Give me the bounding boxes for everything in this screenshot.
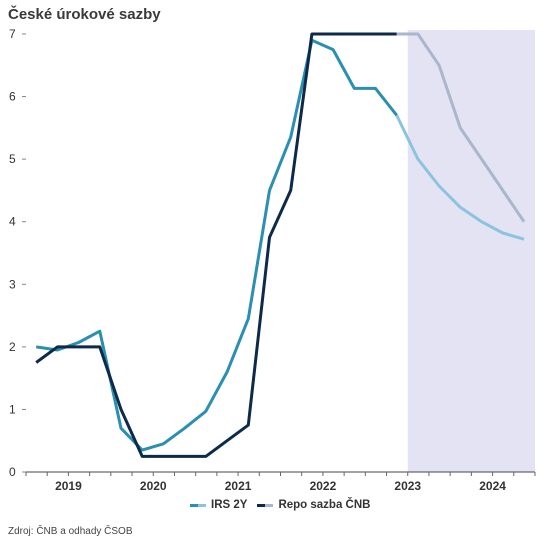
legend-swatch-irs (190, 503, 206, 507)
forecast-region (407, 30, 535, 472)
x-year-label: 2019 (55, 479, 82, 493)
y-tick-label: 4 (9, 215, 16, 229)
x-year-label: 2023 (394, 479, 421, 493)
legend-label-irs: IRS 2Y (211, 499, 248, 511)
y-tick-label: 2 (9, 340, 16, 354)
forecast-region-layer (407, 30, 535, 472)
y-tick-label: 7 (9, 27, 16, 41)
axis-layer: 0 1 2 3 4 5 6 7 2019 2020 2021 2022 2023 2024 (9, 27, 536, 493)
series-layer (35, 32, 526, 458)
source-note: Zdroj: ČNB a odhady ČSOB (8, 526, 133, 537)
legend-item-repo: Repo sazba ČNB (257, 499, 370, 511)
y-tick-label: 0 (9, 465, 16, 479)
x-year-label: 2020 (140, 479, 167, 493)
legend-label-repo: Repo sazba ČNB (278, 499, 371, 511)
legend-swatch-repo (257, 503, 274, 507)
legend-item-irs: IRS 2Y (190, 499, 247, 511)
y-tick-label: 1 (9, 402, 16, 416)
x-year-label: 2021 (225, 479, 252, 493)
series-line-repo-forecast (396, 32, 526, 223)
x-year-label: 2024 (479, 479, 506, 493)
y-tick-label: 3 (9, 277, 16, 291)
legend: IRS 2Y Repo sazba ČNB (190, 499, 370, 511)
series-line-repo (35, 32, 397, 458)
y-tick-label: 6 (9, 90, 16, 104)
x-year-label: 2022 (310, 479, 337, 493)
series-line-irs-forecast (395, 114, 525, 241)
chart-title: České úrokové sazby (8, 6, 161, 23)
y-tick-label: 5 (9, 152, 16, 166)
series-line-irs (35, 38, 398, 452)
